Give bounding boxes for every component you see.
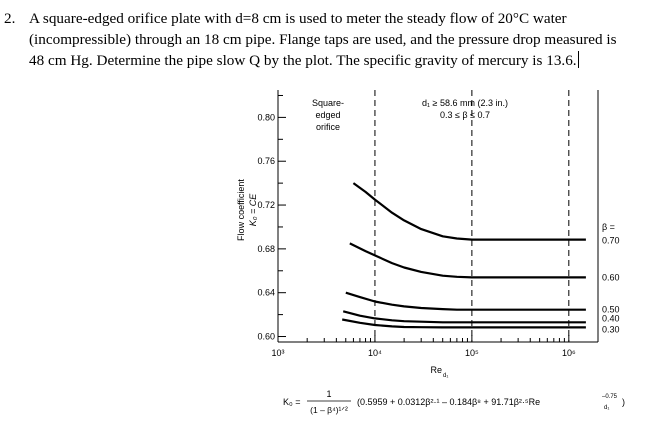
formula-k0: K₀ = [283,397,301,407]
annotation-orifice-line2: edged [315,110,340,120]
annotation-range: d₁ ≥ 58.6 mm (2.3 in.) 0.3 ≤ β ≤ 0.7 [422,98,508,120]
x-tick-label: 10³ [271,348,284,358]
series-line-beta-0-50 [345,291,586,311]
formula-rhs-subscript: d₁ [604,405,609,411]
x-tick-label: 10⁶ [562,348,576,358]
annotation-diameter: d₁ ≥ 58.6 mm (2.3 in.) [422,98,508,108]
y-axis-label-line2: K₀ = CE [248,193,258,227]
annotation-orifice-line3: orifice [316,122,340,132]
text-cursor [577,51,579,68]
formula-rhs: (0.5959 + 0.0312β²·¹ – 0.184β⁸ + 91.71β²… [357,397,540,407]
x-axis-label: Re [430,365,442,375]
annotation-orifice-line1: Square- [312,98,344,108]
beta-header: β = [602,222,615,232]
formula-numerator: 1 [326,389,331,399]
y-tick-label: 0.64 [257,288,275,298]
series-line-beta-0-30 [341,318,586,329]
dashed-verticals [374,90,570,342]
y-tick-label: 0.60 [257,332,275,342]
series-label-beta-0-40: 0.40 [602,313,620,323]
series-line-beta-0-40 [342,310,586,324]
series-label-beta-0-70: 0.70 [602,236,620,246]
y-ticks: 0.80 0.76 0.72 0.68 0.64 0.60 [257,94,286,342]
series-label-beta-0-30: 0.30 [602,324,620,334]
formula-rhs-superscript: –0.75 [602,394,618,400]
x-axis-label-subscript: d₁ [443,373,448,379]
formula-close-paren: ) [622,397,625,407]
x-ticks: 10³ 10⁴ 10⁵ 10⁶ [271,335,599,358]
y-tick-label: 0.80 [257,112,275,122]
formula-denominator: (1 – β⁴)¹ᐟ² [310,405,348,415]
formula: K₀ = 1 (1 – β⁴)¹ᐟ² (0.5959 + 0.0312β²·¹ … [283,386,662,426]
series-line-beta-0-70 [352,182,586,241]
annotation-beta-range: 0.3 ≤ β ≤ 0.7 [440,110,490,120]
axes [277,90,599,343]
problem-number: 2. [4,10,16,27]
series-labels: 0.70 0.60 0.500.400.30 [602,236,620,335]
series-label-beta-0-50: 0.50 [602,305,620,315]
annotation-orifice: Square- edged orifice [312,98,344,132]
problem-text: A square-edged orifice plate with d=8 cm… [29,8,619,71]
series-group [341,182,586,329]
formula-svg: K₀ = 1 (1 – β⁴)¹ᐟ² (0.5959 + 0.0312β²·¹ … [283,389,625,415]
x-tick-label: 10⁴ [368,348,382,358]
y-tick-label: 0.76 [257,156,275,166]
y-tick-label: 0.68 [257,244,275,254]
problem-text-content: A square-edged orifice plate with d=8 cm… [29,10,617,69]
y-axis-label-line1: Flow coefficient [236,179,246,241]
y-tick-label: 0.72 [257,200,275,210]
x-tick-label: 10⁵ [465,348,479,358]
series-label-beta-0-60: 0.60 [602,272,620,282]
series-line-beta-0-60 [349,242,586,279]
